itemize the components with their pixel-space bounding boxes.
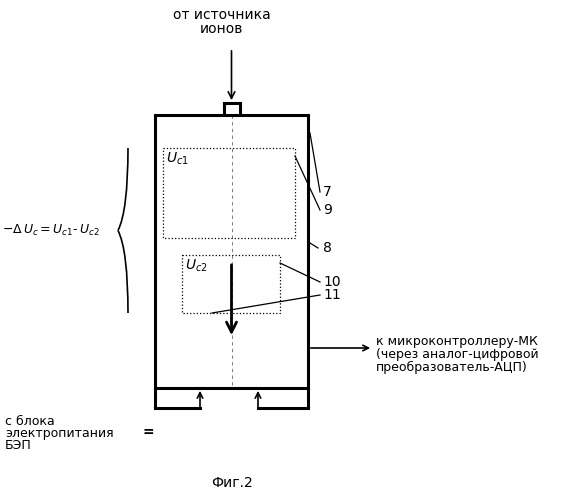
Text: Фиг.2: Фиг.2 [211,476,252,490]
Text: 11: 11 [323,288,341,302]
Text: 8: 8 [323,241,332,255]
Text: $U_{c2}$: $U_{c2}$ [185,258,208,274]
Text: 7: 7 [323,185,332,199]
Text: к микроконтроллеру-МК: к микроконтроллеру-МК [376,335,538,348]
Text: $U_{c1}$: $U_{c1}$ [166,151,189,168]
Bar [155,115,308,388]
Text: от источника: от источника [172,8,270,22]
Text: ионов: ионов [200,22,243,36]
Text: 10: 10 [323,275,340,289]
Text: преобразователь-АЦП): преобразователь-АЦП) [376,361,528,374]
Text: $-\Delta\, U_c = U_{c1}\text{-}\, U_{c2}$: $-\Delta\, U_c = U_{c1}\text{-}\, U_{c2}… [2,223,100,238]
Text: 9: 9 [323,203,332,217]
Text: БЭП: БЭП [5,439,32,452]
Text: (через аналог-цифровой: (через аналог-цифровой [376,348,539,361]
Text: с блока: с блока [5,415,55,428]
Text: =: = [142,425,154,439]
Text: электропитания: электропитания [5,427,113,440]
Bar [163,148,295,238]
Bar [182,255,280,313]
